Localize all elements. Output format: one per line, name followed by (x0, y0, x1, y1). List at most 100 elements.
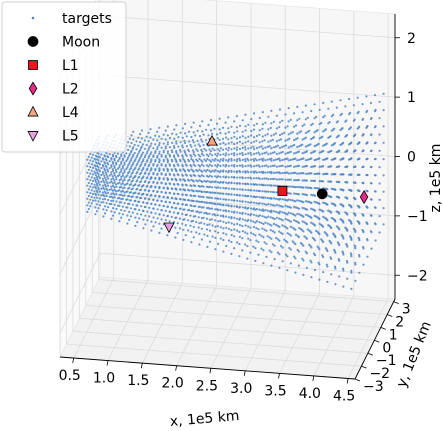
target-point (134, 216, 137, 219)
target-point (198, 145, 202, 148)
target-point (100, 167, 103, 170)
target-point (374, 125, 377, 128)
target-point (168, 210, 171, 213)
target-point (238, 242, 241, 246)
target-point (132, 161, 135, 164)
y-tick-label: 1 (389, 327, 398, 343)
target-point (142, 166, 145, 169)
target-point (283, 198, 286, 201)
target-point (211, 213, 214, 216)
target-point (166, 177, 169, 180)
target-point (130, 134, 133, 137)
target-point (201, 120, 204, 123)
target-point (246, 245, 249, 248)
target-point (289, 185, 292, 188)
target-point (174, 167, 177, 171)
target-point (113, 188, 116, 192)
target-point (158, 185, 161, 188)
target-point (271, 164, 274, 167)
target-point (90, 156, 93, 159)
target-point (330, 273, 333, 276)
target-point (278, 165, 281, 168)
target-point (98, 156, 101, 159)
y-gridline-floor (66, 343, 362, 367)
target-point (217, 208, 220, 212)
target-point (103, 162, 107, 165)
target-point (198, 157, 201, 161)
target-point (191, 149, 194, 152)
target-point (216, 137, 219, 140)
target-point (121, 190, 124, 193)
target-point (241, 158, 244, 161)
target-point (162, 151, 165, 154)
target-point (158, 126, 161, 129)
target-point (378, 231, 381, 234)
target-point (189, 184, 192, 187)
target-point (289, 198, 292, 202)
y-gridline-floor (79, 317, 375, 341)
target-point (274, 145, 278, 148)
target-point (263, 203, 266, 206)
target-point (154, 143, 157, 146)
target-point (147, 131, 150, 134)
target-point (208, 196, 212, 199)
target-point (90, 182, 93, 185)
target-point (102, 172, 105, 175)
target-point (90, 163, 93, 166)
target-point (94, 178, 97, 182)
target-point (241, 224, 244, 228)
target-point (115, 155, 118, 159)
target-point (247, 140, 250, 143)
target-point (138, 217, 141, 220)
x-tick (243, 370, 246, 376)
target-point (136, 162, 139, 165)
target-point (241, 182, 244, 185)
target-point (238, 136, 242, 139)
target-point (123, 194, 126, 197)
target-point (227, 149, 230, 152)
target-point (289, 132, 292, 135)
target-point (262, 222, 265, 226)
target-point (101, 191, 104, 194)
target-point (252, 145, 255, 148)
target-point (209, 160, 213, 163)
target-point (198, 243, 201, 246)
target-point (236, 164, 239, 168)
target-point (129, 191, 133, 194)
target-point (353, 118, 356, 121)
target-point (338, 149, 341, 152)
target-point (95, 182, 98, 185)
target-point (278, 152, 281, 155)
target-point (210, 175, 214, 178)
target-point (209, 118, 213, 122)
target-point (346, 261, 349, 264)
target-point (224, 154, 227, 157)
target-point (271, 243, 274, 246)
x-tick (209, 368, 212, 374)
target-point (87, 155, 90, 158)
target-point (211, 202, 214, 205)
target-point (264, 171, 267, 174)
target-point (181, 144, 184, 147)
target-point (137, 160, 140, 163)
target-point (200, 206, 203, 209)
target-point (190, 209, 193, 213)
target-point (289, 118, 292, 121)
target-point (254, 183, 257, 186)
point-moon (316, 188, 328, 200)
target-point (94, 213, 97, 216)
target-point (249, 226, 252, 229)
target-point (200, 152, 203, 156)
target-point (270, 159, 273, 162)
target-point (181, 203, 184, 206)
target-point (96, 184, 99, 187)
target-point (189, 153, 192, 157)
target-point (221, 148, 225, 151)
target-point (210, 164, 214, 167)
target-point (201, 140, 204, 143)
target-point (118, 220, 121, 223)
target-point (197, 195, 200, 198)
target-point (213, 159, 216, 162)
target-point (266, 145, 269, 148)
target-point (135, 148, 138, 151)
